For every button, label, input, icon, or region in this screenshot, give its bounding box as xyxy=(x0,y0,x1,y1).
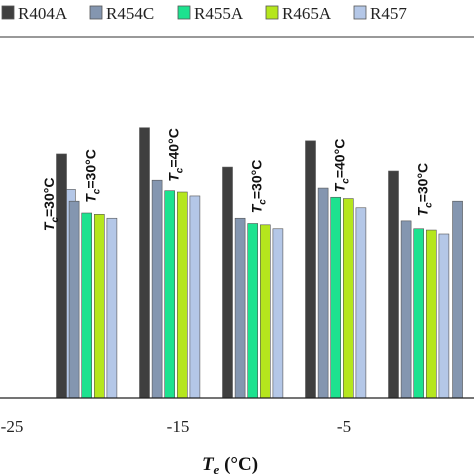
legend-swatch-r455a xyxy=(177,5,191,20)
legend-label-r454c: R454C xyxy=(106,4,154,23)
bar-r455a-group-4 xyxy=(330,196,342,399)
legend-swatch-r457 xyxy=(353,5,367,20)
bar-r454c-group-1 xyxy=(68,200,80,399)
bar-marks xyxy=(56,127,463,399)
annotation-tc-group-1: Tc=30°C xyxy=(82,149,102,203)
legend-swatch-r465a xyxy=(265,5,279,20)
legend-label-r457: R457 xyxy=(370,4,407,23)
bar-r465a-group-5 xyxy=(425,229,437,399)
bar-r454c-group-3 xyxy=(234,217,246,399)
bar-r454c-group-2 xyxy=(151,179,163,399)
x-tick-label: -15 xyxy=(167,417,190,436)
bar-r457-group-3 xyxy=(272,228,284,399)
bar-r404a-group-5 xyxy=(388,170,399,399)
legend-swatch-r454c xyxy=(89,5,103,20)
x-axis-title: Te (°C) xyxy=(202,454,258,474)
annotation-tc-group-4: Tc=40°C xyxy=(331,139,351,193)
bar-r454c-group-6 xyxy=(452,200,463,399)
annotation-tc-group-0: Tc=30°C xyxy=(41,178,61,232)
annotation-tc-group-2: Tc=40°C xyxy=(165,128,185,182)
bar-r404a-group-4 xyxy=(305,140,316,399)
annotation-tc-group-5: Tc=30°C xyxy=(414,163,434,217)
bar-r404a-group-3 xyxy=(222,166,233,399)
bar-r457-group-5 xyxy=(438,233,450,399)
legend-label-r404a: R404A xyxy=(18,4,68,23)
bar-r455a-group-2 xyxy=(164,190,175,399)
bar-r457-group-2 xyxy=(189,195,201,399)
bar-r465a-group-4 xyxy=(342,198,354,399)
legend-label-r465a: R465A xyxy=(282,4,332,23)
bar-r465a-group-1 xyxy=(94,214,105,399)
x-tick-label: -5 xyxy=(337,417,351,436)
condensing-temperature-annotations: Tc=30°C Tc=30°C Tc=40°C Tc=30°C Tc=40°C Tc=30… xyxy=(41,128,435,231)
chart-legend: R404A R454C R455A R465A R457 xyxy=(1,4,407,23)
x-axis-ticks: -25 -15 -5 xyxy=(1,417,351,436)
bar-r465a-group-3 xyxy=(259,224,271,399)
bar-r465a-group-2 xyxy=(177,191,188,399)
bar-r404a-group-1 xyxy=(56,153,67,399)
legend-label-r455a: R455A xyxy=(194,4,244,23)
bar-r454c-group-4 xyxy=(317,187,329,399)
annotation-tc-group-3: Tc=30°C xyxy=(248,160,268,214)
legend-swatch-r404a xyxy=(1,5,15,20)
bar-r455a-group-1 xyxy=(81,212,92,399)
bar-r455a-group-3 xyxy=(247,223,258,399)
x-tick-label: -25 xyxy=(1,417,24,436)
bar-r454c-group-5 xyxy=(400,220,412,399)
bar-r457-group-1 xyxy=(106,217,118,399)
bar-r455a-group-5 xyxy=(413,228,425,399)
bar-r457-group-4 xyxy=(355,207,367,399)
bar-r404a-group-2 xyxy=(139,127,150,399)
